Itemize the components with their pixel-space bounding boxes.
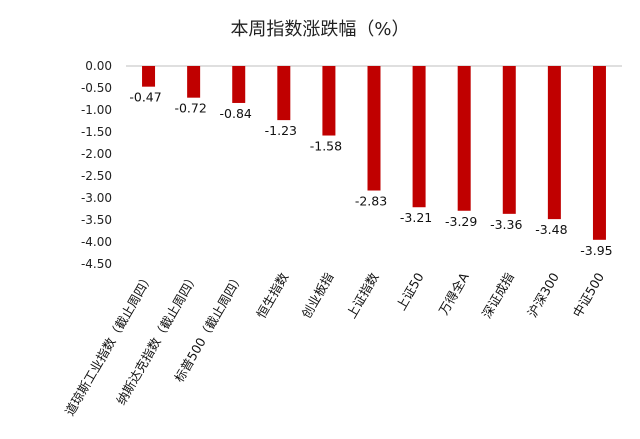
- y-tick-label: -2.50: [81, 169, 112, 183]
- y-tick-label: -2.00: [81, 147, 112, 161]
- data-label: -1.23: [265, 123, 297, 138]
- bar: [592, 66, 606, 240]
- x-tick-label: 上证指数: [344, 270, 382, 321]
- data-label: -3.29: [445, 214, 477, 229]
- x-tick-label: 道琼斯工业指数（截止周四）: [62, 270, 156, 418]
- bar: [232, 66, 246, 103]
- data-label: -0.72: [174, 101, 206, 116]
- data-label: -1.58: [310, 139, 342, 154]
- data-label: -3.48: [535, 222, 567, 237]
- y-tick-label: -1.50: [81, 125, 112, 139]
- y-tick-label: -4.00: [81, 235, 112, 249]
- data-label: -2.83: [355, 194, 387, 209]
- x-tick-label: 恒生指数: [253, 270, 291, 321]
- x-tick-label: 纳斯达克指数（截止周四）: [113, 270, 201, 407]
- bar: [502, 66, 516, 214]
- x-tick-label: 深证成指: [479, 270, 517, 321]
- y-tick-label: -0.50: [81, 81, 112, 95]
- data-labels: -0.47 -0.72 -0.84 -1.23 -1.58 -2.83 -3.21 -3.29…: [129, 90, 612, 258]
- x-tick-label: 上证50: [393, 270, 426, 313]
- bar: [367, 66, 381, 191]
- x-tick-label: 沪深300: [525, 270, 562, 320]
- data-label: -3.95: [580, 243, 612, 258]
- data-label: -3.36: [490, 217, 522, 232]
- y-tick-label: 0.00: [85, 59, 112, 73]
- bar: [547, 66, 561, 220]
- x-tick-label: 创业板指: [299, 270, 337, 321]
- x-axis-ticks: 道琼斯工业指数（截止周四）纳斯达克指数（截止周四）标普500（截止周四） 恒生指数…: [62, 270, 607, 419]
- y-axis-ticks: 0.00 -0.50 -1.00 -1.50 -2.00 -2.50 -3.00 -3.50 -…: [81, 59, 112, 271]
- y-tick-label: -3.50: [81, 213, 112, 227]
- chart-title: 本周指数涨跌幅（%）: [230, 19, 409, 40]
- y-tick-label: -1.00: [81, 103, 112, 117]
- data-label: -0.47: [129, 90, 161, 105]
- bar: [187, 66, 201, 98]
- bar: [142, 66, 156, 87]
- bar: [322, 66, 336, 136]
- x-tick-label: 万得全A: [436, 270, 472, 318]
- y-tick-label: -4.50: [81, 257, 112, 271]
- bar: [277, 66, 291, 121]
- x-tick-label: 中证500: [570, 270, 607, 320]
- data-label: -3.21: [400, 210, 432, 225]
- data-label: -0.84: [220, 106, 252, 121]
- bar: [412, 66, 426, 208]
- bars: [142, 66, 606, 240]
- bar: [457, 66, 471, 211]
- y-tick-label: -3.00: [81, 191, 112, 205]
